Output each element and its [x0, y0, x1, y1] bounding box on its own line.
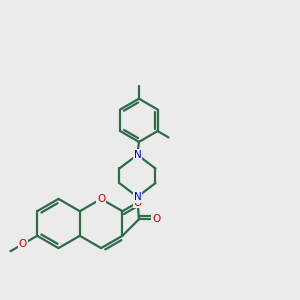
Text: O: O: [152, 214, 160, 224]
Text: N: N: [134, 150, 141, 160]
Text: O: O: [134, 197, 142, 208]
Text: O: O: [97, 194, 105, 204]
Text: O: O: [19, 239, 27, 249]
Text: N: N: [134, 192, 141, 202]
